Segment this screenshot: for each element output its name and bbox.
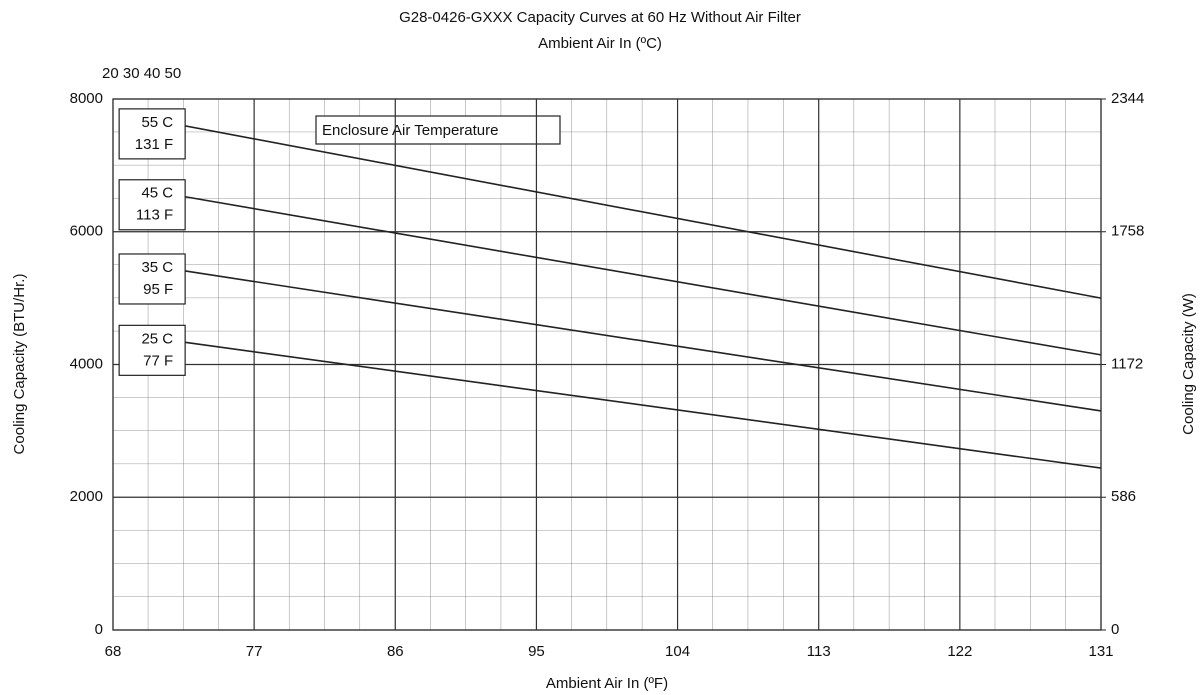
legend-label: 131 F [135,136,173,153]
legend-label: 55 C [141,114,173,131]
annotation: Enclosure Air Temperature [322,122,498,139]
series-line [185,341,1102,469]
legend-box [118,253,186,305]
y-tick-label: 2000 [70,488,103,505]
x-tick-label: 77 [246,643,263,660]
y-tick-label: 4000 [70,355,103,372]
x-tick-label: 113 [807,643,831,660]
y2-tick-label: 1172 [1111,355,1143,372]
legend-label: 45 C [141,185,173,202]
x-tick-label: 122 [947,643,972,660]
top-axis-label: 20 30 40 50 [102,65,181,82]
y-axis-title: Cooling Capacity (BTU/Hr.) [11,274,28,455]
y2-tick-label: 0 [1111,621,1119,638]
chart-subtitle: Ambient Air In (ºC) [538,35,662,52]
series-line [185,270,1102,412]
x-tick-label: 95 [528,643,545,660]
x-axis-title: Ambient Air In (ºF) [546,675,668,692]
y2-axis-title: Cooling Capacity (W) [1180,293,1197,435]
legend-label: 113 F [136,207,173,224]
x-tick-label: 86 [387,643,404,660]
x-tick-label: 104 [665,643,690,660]
y2-tick-label: 2344 [1111,90,1144,107]
annotation-box [315,115,561,145]
series-line [185,195,1102,356]
x-tick-label: 68 [105,643,122,660]
legend-box [118,108,186,160]
legend-label: 25 C [141,330,173,347]
y2-tick-label: 1758 [1111,223,1144,240]
y-tick-label: 0 [95,621,103,638]
legend-label: 95 F [143,281,173,298]
series-line [184,125,1102,299]
y-tick-label: 6000 [70,223,103,240]
y2-tick-label: 586 [1111,488,1136,505]
legend-box [118,179,186,231]
chart-title: G28-0426-GXXX Capacity Curves at 60 Hz W… [399,9,801,26]
legend-box [118,324,186,376]
x-tick-label: 131 [1088,643,1113,660]
legend-label: 35 C [141,259,173,276]
legend-label: 77 F [143,352,173,369]
y-tick-label: 8000 [70,90,103,107]
